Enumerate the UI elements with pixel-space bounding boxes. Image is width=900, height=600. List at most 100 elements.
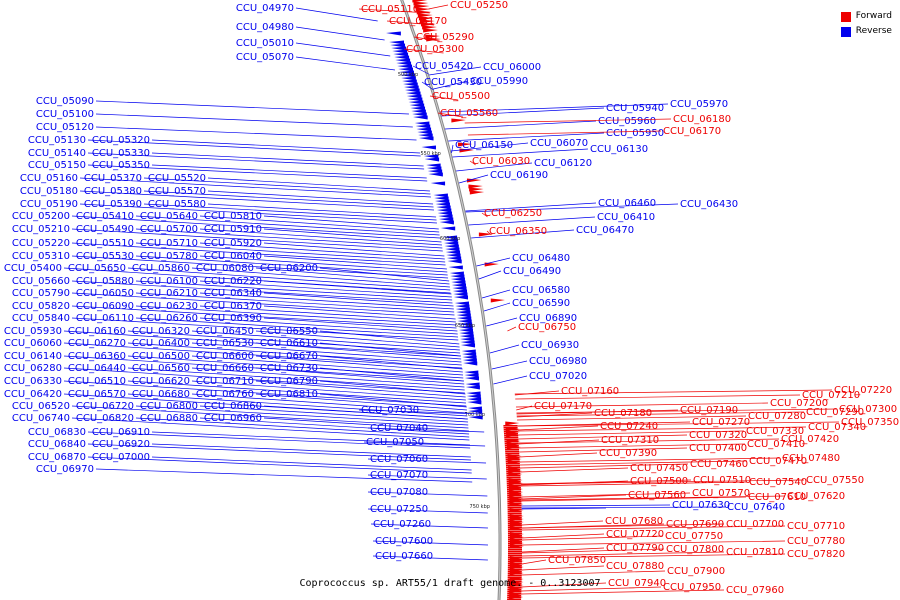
forward-gene-block (504, 437, 519, 439)
label-reverse-leader (135, 255, 448, 276)
label-reverse-leader (489, 344, 520, 354)
reverse-gene-glyph (396, 61, 412, 66)
label-reverse: CCU_05380 (84, 186, 142, 197)
label-reverse-leader (319, 380, 466, 395)
label-reverse-leader (191, 342, 462, 363)
reverse-gene-glyph (465, 385, 480, 390)
label-reverse: CCU_06870 (28, 452, 86, 463)
label-forward: CCU_07350 (841, 417, 899, 428)
label-forward: CCU_07880 (606, 561, 664, 572)
label-forward-leader (521, 570, 666, 576)
forward-gene-block (507, 529, 522, 531)
label-reverse-leader (471, 229, 575, 239)
label-forward: CCU_07900 (667, 566, 725, 577)
label-reverse-leader (199, 417, 470, 435)
label-reverse-leader (319, 367, 465, 382)
label-reverse-leader (319, 342, 461, 357)
reverse-gene-glyph (449, 271, 464, 276)
label-reverse: CCU_05330 (92, 148, 150, 159)
label-reverse-leader (478, 270, 502, 280)
forward-gene-block (507, 565, 522, 567)
label-forward: CCU_07330 (746, 426, 804, 437)
label-reverse: CCU_06100 (140, 276, 198, 287)
forward-gene-glyph (425, 34, 440, 39)
label-reverse: CCU_07600 (375, 536, 433, 547)
forward-gene-block (507, 517, 522, 519)
forward-gene-block (507, 539, 522, 541)
reverse-gene-glyph (435, 202, 450, 207)
forward-gene-block (507, 547, 522, 549)
label-reverse-leader (207, 177, 430, 192)
reverse-gene-glyph (395, 58, 411, 63)
label-forward-leader (413, 36, 440, 42)
label-reverse-leader (191, 380, 466, 401)
label-forward: CCU_07940 (608, 578, 666, 589)
reverse-gene-glyph (446, 253, 461, 258)
label-reverse-leader (127, 355, 464, 379)
forward-gene-block (507, 555, 522, 557)
label-forward-leader (403, 48, 444, 54)
label-reverse: CCU_06910 (92, 427, 150, 438)
reverse-gene-glyph (452, 286, 467, 291)
forward-gene-block (507, 581, 522, 583)
forward-gene-block (507, 571, 522, 573)
label-reverse: CCU_05320 (92, 135, 150, 146)
label-reverse: CCU_05120 (36, 122, 94, 133)
forward-gene-glyph (417, 13, 433, 18)
reverse-gene-glyph (410, 106, 426, 111)
label-forward-leader (521, 559, 547, 565)
label-forward-leader (516, 408, 838, 414)
reverse-gene-glyph (433, 193, 448, 198)
label-reverse-leader (255, 367, 465, 385)
reverse-gene-glyph (455, 304, 470, 309)
label-forward-leader (518, 430, 745, 436)
label-reverse-leader (263, 215, 439, 230)
forward-gene-block (505, 461, 520, 463)
label-forward: CCU_07160 (561, 386, 619, 397)
forward-gene-block (507, 573, 522, 575)
label-reverse: CCU_05310 (12, 251, 70, 262)
label-forward: CCU_05500 (432, 91, 490, 102)
label-forward: CCU_07240 (600, 421, 658, 432)
label-reverse-leader (255, 342, 462, 360)
label-reverse-leader (71, 405, 469, 429)
label-reverse: CCU_06080 (196, 263, 254, 274)
label-reverse: CCU_07080 (370, 487, 428, 498)
label-reverse: CCU_07260 (373, 519, 431, 530)
forward-gene-block (507, 495, 522, 497)
label-reverse: CCU_05520 (148, 173, 206, 184)
reverse-gene-glyph (400, 73, 415, 78)
label-reverse: CCU_06320 (132, 326, 190, 337)
label-reverse-leader (521, 504, 671, 507)
forward-gene-block (507, 527, 522, 529)
label-forward-leader (521, 496, 747, 502)
forward-gene-block (507, 597, 522, 599)
label-reverse-leader (483, 302, 511, 312)
forward-gene-block (505, 455, 520, 457)
forward-gene-block (506, 475, 521, 477)
label-forward: CCU_07280 (748, 411, 806, 422)
label-reverse: CCU_05420 (415, 61, 473, 72)
label-forward-leader (469, 160, 476, 166)
forward-gene-block (507, 535, 522, 537)
label-forward-leader (521, 547, 605, 553)
label-forward: CCU_07300 (839, 404, 897, 415)
reverse-gene-glyph (430, 181, 446, 186)
reverse-gene-glyph (444, 244, 459, 249)
reverse-gene-glyph (436, 208, 452, 213)
label-reverse: CCU_05220 (12, 238, 70, 249)
label-reverse-leader (95, 468, 473, 483)
label-reverse-leader (95, 113, 413, 128)
label-reverse: CCU_05820 (12, 301, 70, 312)
reverse-gene-glyph (424, 157, 440, 162)
reverse-gene-glyph (462, 352, 477, 357)
label-reverse: CCU_06620 (132, 376, 190, 387)
label-reverse-leader (486, 317, 518, 327)
forward-gene-glyph (451, 118, 466, 123)
label-reverse-leader (135, 242, 446, 263)
label-reverse-leader (263, 228, 442, 243)
label-forward-leader (521, 533, 605, 539)
forward-gene-glyph (484, 262, 499, 267)
label-reverse: CCU_06450 (196, 326, 254, 337)
label-reverse-leader (199, 255, 448, 273)
